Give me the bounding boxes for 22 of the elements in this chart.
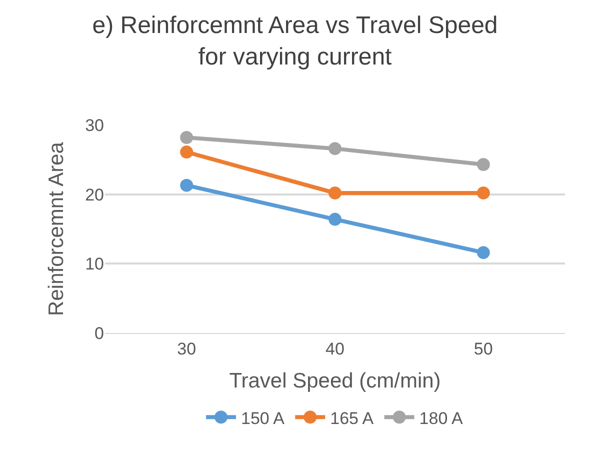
y-tick-label: 20 [85, 185, 104, 204]
x-axis-title: Travel Speed (cm/min) [229, 370, 441, 393]
y-tick-label: 30 [85, 116, 104, 135]
chart-title: e) Reinforcemnt Area vs Travel Speed for varying current [92, 12, 498, 70]
x-tick-label: 30 [177, 339, 196, 358]
point [180, 178, 194, 192]
y-tick-label: 10 [85, 254, 104, 274]
x-tick-label: 40 [326, 339, 344, 358]
point [328, 212, 342, 226]
point [476, 246, 490, 260]
legend-label: 150 A [241, 408, 286, 428]
point [476, 158, 490, 172]
y-tick-label: 0 [94, 324, 104, 343]
legend-label: 180 A [419, 408, 464, 428]
point [180, 146, 194, 159]
point [328, 186, 342, 200]
x-tick-label: 50 [474, 339, 493, 358]
point [328, 142, 342, 156]
point [476, 186, 490, 200]
legend-label: 165 A [330, 408, 374, 428]
point [180, 130, 194, 144]
y-axis-title: Reinforcemnt Area [45, 142, 68, 316]
